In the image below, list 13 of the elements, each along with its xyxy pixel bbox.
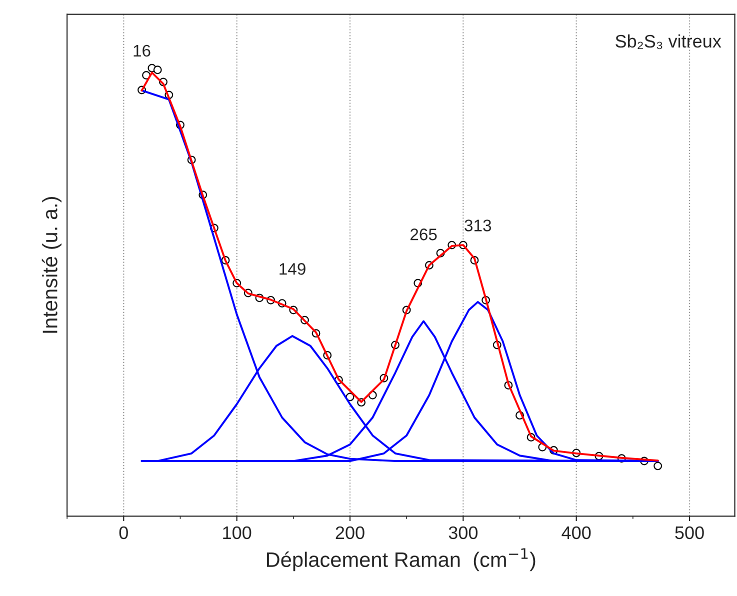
x-tick-label: 0 [119,526,128,540]
y-axis-title: Intensité (u. a.) [42,197,62,333]
x-axis-title: Déplacement Raman (cm$^{−1}$) [267,548,536,572]
annotation: 149 [280,263,306,275]
x-tick-label: 400 [562,526,591,540]
x-tick-label: 500 [675,526,704,540]
text: Sb₂S₃ vitreux [616,34,722,50]
annotation: 265 [410,228,437,240]
annotation: 16 [134,44,150,57]
x-tick-label: 300 [448,526,478,540]
x-tick-label: 200 [336,526,364,540]
annotation: 313 [464,220,492,232]
x-tick-label: 100 [223,526,252,540]
